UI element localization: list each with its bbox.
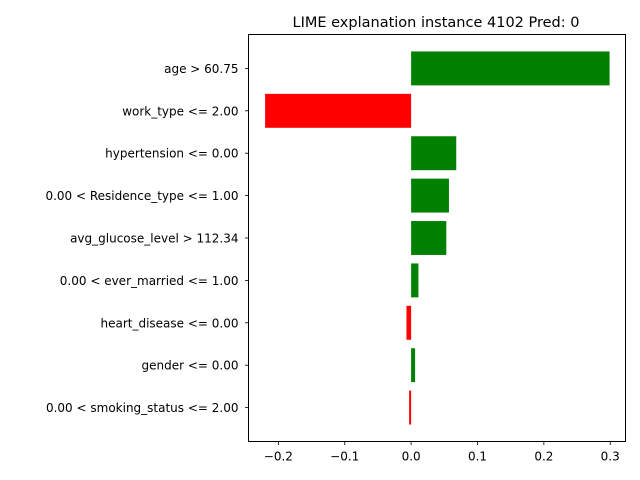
plot-frame <box>248 34 626 442</box>
y-tick-labels: age > 60.75 work_type <= 2.00 hypertension… <box>45 62 249 415</box>
bar-6 <box>406 305 412 340</box>
bar-4 <box>411 221 447 255</box>
bar-8 <box>409 390 412 425</box>
x-tick-label: 0.3 <box>601 450 620 464</box>
y-tick-label: hypertension <= 0.00 <box>105 147 238 161</box>
x-tick-label: 0.2 <box>534 450 553 464</box>
bar-7 <box>411 348 416 383</box>
y-tick-label: heart_disease <= 0.00 <box>100 316 238 330</box>
y-tick-label: 0.00 < Residence_type <= 1.00 <box>45 189 238 203</box>
x-tick-label: −0.1 <box>330 450 359 464</box>
x-tick-label: −0.2 <box>264 450 293 464</box>
bar-3 <box>411 178 449 213</box>
y-tick-label: 0.00 < smoking_status <= 2.00 <box>46 401 239 415</box>
y-tick-label: age > 60.75 <box>164 62 238 76</box>
y-tick-label: avg_glucose_level > 112.34 <box>70 232 238 246</box>
x-tick-label: 0.1 <box>468 450 487 464</box>
y-tick-label: 0.00 < ever_married <= 1.00 <box>60 274 239 288</box>
x-ticks: −0.2 −0.1 0.0 0.1 0.2 0.3 <box>264 441 620 464</box>
bars-group <box>265 51 610 425</box>
x-tick-label: 0.0 <box>402 450 421 464</box>
chart-title: LIME explanation instance 4102 Pred: 0 <box>293 15 580 31</box>
bar-2 <box>411 136 457 171</box>
y-tick-label: work_type <= 2.00 <box>122 104 238 118</box>
y-tick-label: gender <= 0.00 <box>142 359 239 373</box>
bar-5 <box>411 263 419 298</box>
bar-0 <box>411 51 610 86</box>
bar-1 <box>265 93 412 128</box>
